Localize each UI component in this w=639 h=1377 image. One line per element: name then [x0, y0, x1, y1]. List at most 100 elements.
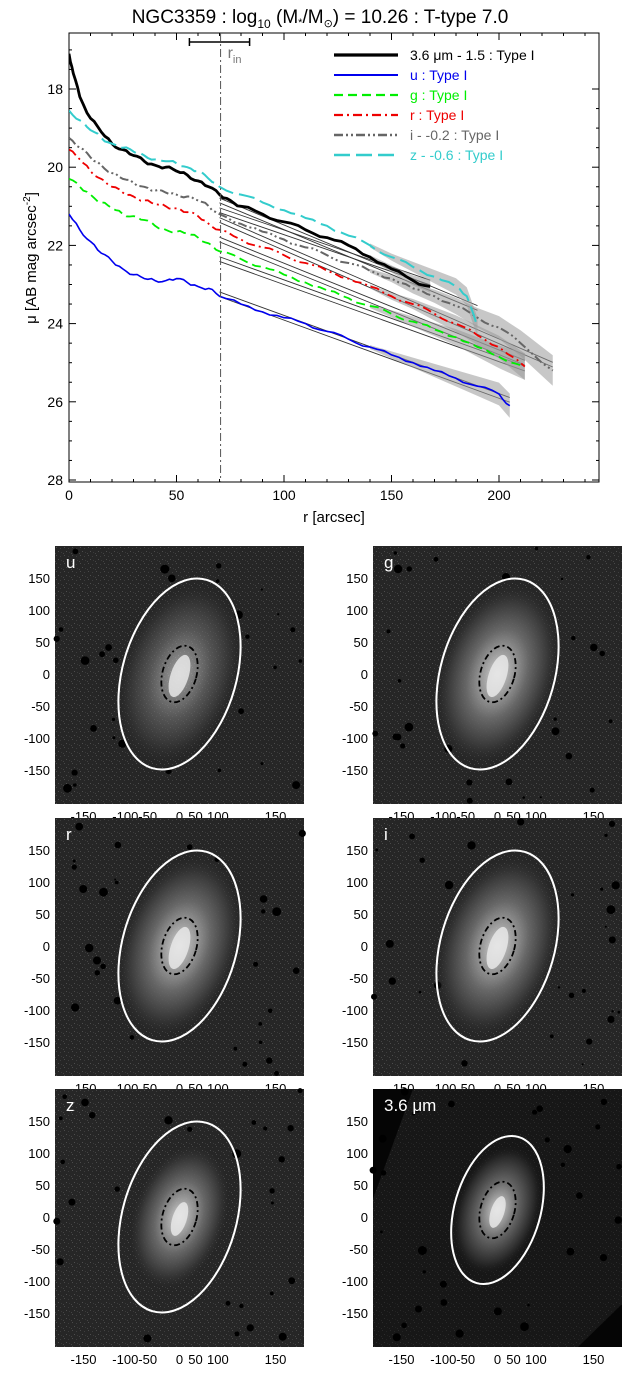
mask-hole: [544, 1137, 550, 1143]
mask-hole: [292, 967, 300, 974]
panel-y-tick-label: 100: [28, 603, 50, 618]
panel-x-tick-label: -150: [388, 1352, 414, 1367]
mask-hole: [278, 1332, 287, 1341]
mask-hole: [448, 1100, 455, 1108]
mask-hole: [129, 1035, 135, 1040]
mask-hole: [278, 1156, 285, 1163]
mask-hole: [433, 556, 439, 562]
r-in-marker: rin: [188, 33, 251, 482]
mask-hole: [238, 708, 245, 715]
mask-hole: [71, 769, 78, 776]
series-line: [69, 109, 479, 328]
mask-hole: [80, 656, 90, 665]
panel-y-tick-label: 50: [36, 907, 50, 922]
mask-hole: [266, 1057, 273, 1064]
mask-hole: [415, 1305, 422, 1313]
mask-hole: [298, 829, 306, 837]
mask-hole: [273, 665, 277, 670]
mask-hole: [595, 1124, 601, 1130]
panel-x-tick-label: 50: [506, 1352, 520, 1367]
mask-hole: [259, 895, 268, 903]
panel-y-tick-label: -150: [24, 1306, 50, 1321]
panel-x-tick-label: 0: [176, 1352, 183, 1367]
mask-hole: [263, 1126, 268, 1131]
error-band: [370, 268, 553, 386]
mask-hole: [400, 743, 406, 749]
mask-hole: [215, 579, 220, 583]
mask-hole: [378, 1134, 387, 1143]
galaxy-bar: [489, 1196, 506, 1228]
mask-hole: [216, 563, 222, 569]
mask-hole: [397, 679, 402, 683]
panel-y-tick-label: 150: [28, 571, 50, 586]
mask-hole: [245, 634, 250, 639]
mask-hole: [560, 1162, 566, 1167]
panel-y-tick-label: -100: [24, 731, 50, 746]
panel-y-tick-label: -50: [349, 699, 368, 714]
mask-hole: [261, 909, 266, 914]
mask-hole: [251, 1120, 257, 1125]
mask-hole: [267, 1008, 273, 1014]
mask-hole: [444, 880, 454, 890]
mask-hole: [94, 970, 100, 976]
mask-hole: [599, 1254, 608, 1262]
panel-x-tick-label: 0: [494, 809, 501, 824]
error-band: [370, 304, 525, 380]
mask-hole: [186, 844, 193, 850]
panel-x-tick-label: 0: [176, 1081, 183, 1096]
panel-y-tick-label: 100: [346, 1146, 368, 1161]
mask-hole: [114, 841, 122, 849]
y-tick-label: 28: [47, 472, 63, 488]
panel-y-tick-label: 50: [36, 1178, 50, 1193]
legend-label: i - -0.2 : Type I: [410, 127, 499, 143]
mask-hole: [297, 1088, 303, 1094]
mask-hole: [568, 992, 575, 999]
mask-hole: [557, 986, 561, 989]
outer-ellipse: [117, 1120, 242, 1314]
profile-plot: 18 20 22 24 26 28 0 50 100 150 200 rin 3.6 μm - 1…: [22, 32, 600, 526]
mask-hole: [287, 1125, 294, 1132]
y-axis: 18 20 22 24 26 28: [47, 49, 599, 488]
x-tick-label: 200: [487, 487, 511, 503]
mask-hole: [242, 1061, 248, 1067]
y-axis-label: μ [AB mag arcsec-2]: [22, 192, 40, 324]
series-line: [69, 213, 511, 407]
panel-y-tick-label: -150: [342, 1035, 368, 1050]
panel-y-tick-label: 50: [354, 1178, 368, 1193]
mask-hole: [90, 725, 97, 732]
y-tick-label: 20: [47, 159, 63, 175]
mask-hole: [99, 651, 105, 658]
panel-x-tick-label: 100: [207, 1352, 229, 1367]
panel-y-tick-label: 0: [43, 939, 50, 954]
series-line: [69, 53, 431, 288]
mask-hole: [79, 885, 88, 893]
fit-line: [219, 197, 478, 307]
panel-label: i: [384, 825, 388, 844]
mask-hole: [168, 574, 176, 583]
mask-hole: [239, 1303, 244, 1309]
mask-hole: [586, 555, 591, 560]
outer-ellipse: [450, 1134, 545, 1286]
mask-hole: [371, 993, 377, 1000]
mask-hole: [440, 1299, 448, 1306]
mask-hole: [565, 752, 573, 760]
mask-hole: [520, 1322, 529, 1331]
mask-hole: [260, 762, 264, 766]
mask-hole: [409, 833, 415, 840]
panel-x-tick-label: 0: [494, 1081, 501, 1096]
mask-hole: [549, 1034, 554, 1039]
mask-hole: [274, 1070, 279, 1076]
mask-hole: [62, 1094, 67, 1099]
mask-hole: [99, 887, 108, 897]
panel-y-tick-label: -50: [31, 1242, 50, 1257]
plot-frame: [68, 32, 600, 483]
mask-hole: [164, 1116, 173, 1125]
legend-label: z - -0.6 : Type I: [410, 147, 503, 163]
series-line: [69, 178, 526, 368]
galaxy-bar: [486, 654, 509, 698]
mask-hole: [71, 864, 77, 870]
mask-hole: [536, 1105, 543, 1112]
